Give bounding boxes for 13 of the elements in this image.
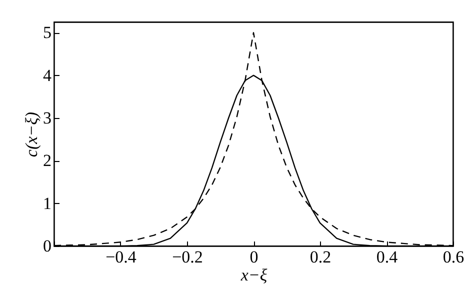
y-tick-label: 2 [43,151,52,170]
x-tick-label: 0.4 [376,248,398,266]
x-tick-label: 0 [250,248,258,266]
x-axis-title: x−ξ [240,266,268,284]
y-tick-label: 4 [43,66,52,85]
x-tick-label: −0.4 [106,248,137,266]
x-tick-label: 0.6 [442,248,464,266]
y-tick-label: 1 [43,194,52,213]
y-tick-label: 5 [43,23,52,42]
y-axis-title: c(x−ξ) [22,112,41,158]
y-tick-label: 3 [43,108,52,128]
x-tick-label: −0.2 [172,248,203,266]
x-tick-label: 0.2 [310,248,332,266]
